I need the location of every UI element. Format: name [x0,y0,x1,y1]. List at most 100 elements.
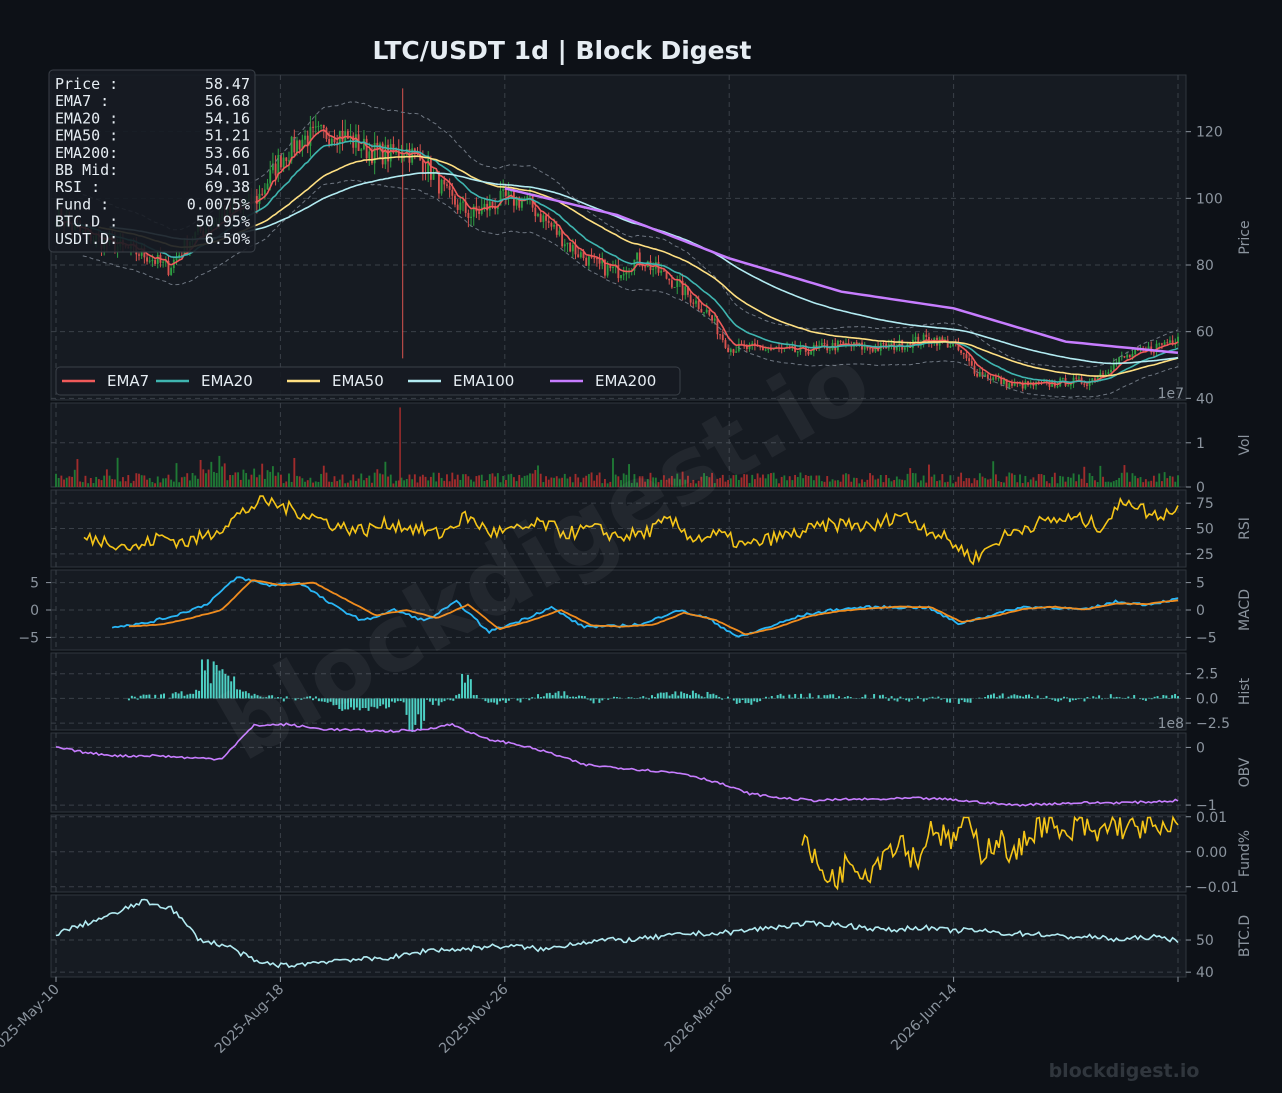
volume-bar [207,469,210,487]
volume-bar [890,481,893,487]
volume-bar [657,482,660,487]
candle-body [1069,383,1072,386]
candle-body [381,143,384,165]
volume-bar [1104,481,1107,487]
hist-bar [832,694,835,699]
candle-body [1110,369,1112,373]
volume-bar [612,458,614,487]
volume-bar [164,478,167,487]
volume-bar [387,476,389,487]
volume-bar [60,475,63,487]
hist-bar [651,695,654,699]
legend-label: EMA20 [201,372,253,390]
candle-body [333,138,336,143]
volume-bar [526,475,529,487]
hist-bar [846,696,849,699]
volume-bar [180,477,183,487]
candle-body [1088,380,1091,386]
hist-bar [890,696,893,699]
hist-bar [618,697,621,699]
candle-body [363,138,365,150]
volume-bar [55,473,57,487]
hist-bar [706,691,709,699]
volume-bar [799,472,802,487]
volume-bar [100,480,103,487]
candle-body [269,170,272,184]
candle-body [770,348,772,350]
volume-bar [518,474,521,487]
volume-bar [877,478,880,487]
candle-body [304,135,306,140]
volume-bar [1163,472,1166,487]
volume-bar [919,480,922,487]
y-left-tick-label-macd: 5 [30,576,39,592]
volume-bar [202,469,205,487]
volume-bar [154,483,157,487]
volume-bar [628,464,630,487]
volume-bar [234,472,237,487]
candle-body [903,347,906,350]
hist-bar [919,698,922,700]
hist-bar [314,696,317,699]
candle-body [732,349,735,353]
volume-bar [255,477,258,487]
hist-bar [396,698,399,702]
candle-body [1037,381,1040,383]
hist-bar [244,691,247,699]
volume-bar [298,476,301,487]
hist-bar [566,695,569,699]
candle-body [317,126,320,128]
candle-body [448,185,451,190]
volume-bar [1115,479,1118,487]
hist-bar [361,698,364,709]
volume-bar [633,474,636,487]
volume-bar [314,481,317,487]
volume-bar [577,477,580,487]
hist-bar [779,693,782,699]
volume-bar [103,475,106,487]
volume-bar [183,476,186,487]
candle-body [625,272,628,275]
candle-body [312,126,315,128]
volume-bar [360,473,363,487]
hist-bar [989,694,992,699]
volume-bar [1053,472,1056,487]
volume-bar [191,472,194,487]
volume-bar [132,480,135,487]
volume-bar [545,476,547,487]
volume-bar [1013,474,1016,487]
hist-bar [335,698,338,705]
hist-bar [136,698,139,700]
candle-body [507,191,510,196]
y-axis-label-macd: MACD [1237,589,1253,631]
hist-bar [481,698,484,700]
volume-bar [223,463,226,487]
candle-body [1131,353,1134,358]
candle-body [810,351,813,355]
hist-bar [440,698,443,703]
candle-body [1104,373,1107,375]
hist-bar [1007,696,1010,699]
volume-bar [95,476,98,487]
volume-bar [221,466,223,487]
y-tick-label-btcd: 50 [1196,933,1214,949]
volume-bar [678,479,681,487]
volume-bar [609,481,612,487]
volume-bar [644,481,647,487]
volume-bar [1123,465,1126,487]
hist-bar [721,698,724,700]
btcd-line [55,898,1179,969]
hist-bar [338,698,341,710]
legend-label: EMA7 [107,372,149,390]
candle-body [483,203,486,208]
volume-bar [170,479,173,487]
volume-bar [1139,477,1142,487]
candle-body [684,286,687,296]
volume-bar [194,475,197,487]
volume-bar [590,472,593,487]
hist-bar [580,695,583,699]
volume-bar [512,477,515,487]
volume-bar [357,478,360,487]
footer-watermark: blockdigest.io [1049,1060,1200,1082]
